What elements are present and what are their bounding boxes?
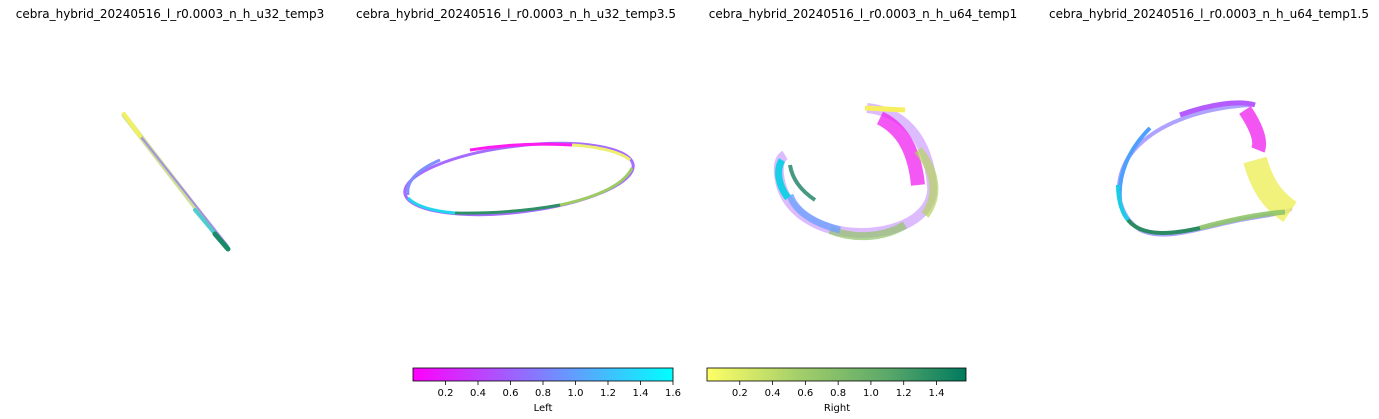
colorbar-tick-label: 0.2 (732, 388, 748, 399)
panel-4-embedding (1116, 100, 1297, 237)
colorbar-tick-label: 0.6 (797, 388, 813, 399)
colorbar-right-label: Right (824, 403, 850, 414)
colorbar-left-label: Left (534, 403, 553, 414)
panel-2-embedding (403, 141, 635, 217)
panel-4-title: cebra_hybrid_20240516_l_r0.0003_n_h_u64_… (1049, 7, 1369, 21)
colorbar-tick-label: 1.4 (929, 388, 945, 399)
colorbar-tick-label: 0.6 (503, 388, 519, 399)
colorbar-left-bar (412, 367, 674, 382)
colorbar-tick-label: 1.2 (896, 388, 912, 399)
colorbar-tick-label: 0.8 (535, 388, 551, 399)
colorbar-tick-label: 0.4 (470, 388, 486, 399)
colorbar-right: 0.2 0.4 0.6 0.8 1.0 1.2 1.4 Right (706, 367, 967, 414)
colorbar-tick-label: 0.8 (830, 388, 846, 399)
colorbar-tick-label: 0.4 (765, 388, 781, 399)
colorbar-left: 0.2 0.4 0.6 0.8 1.0 1.2 1.4 1.6 Left (412, 367, 681, 414)
colorbar-tick-label: 1.4 (633, 388, 649, 399)
colorbar-tick-label: 1.0 (568, 388, 584, 399)
panel-2-title: cebra_hybrid_20240516_l_r0.0003_n_h_u32_… (356, 7, 676, 21)
panel-1-embedding (121, 112, 231, 252)
colorbar-tick-label: 0.2 (438, 388, 454, 399)
colorbar-right-bar (706, 367, 967, 382)
panel-1-title: cebra_hybrid_20240516_l_r0.0003_n_h_u32_… (16, 7, 325, 21)
colorbar-tick-label: 1.6 (665, 388, 681, 399)
colorbar-tick-label: 1.2 (600, 388, 616, 399)
panel-3-title: cebra_hybrid_20240516_l_r0.0003_n_h_u64_… (709, 7, 1018, 21)
colorbar-tick-label: 1.0 (863, 388, 879, 399)
panel-3-embedding (773, 103, 939, 241)
